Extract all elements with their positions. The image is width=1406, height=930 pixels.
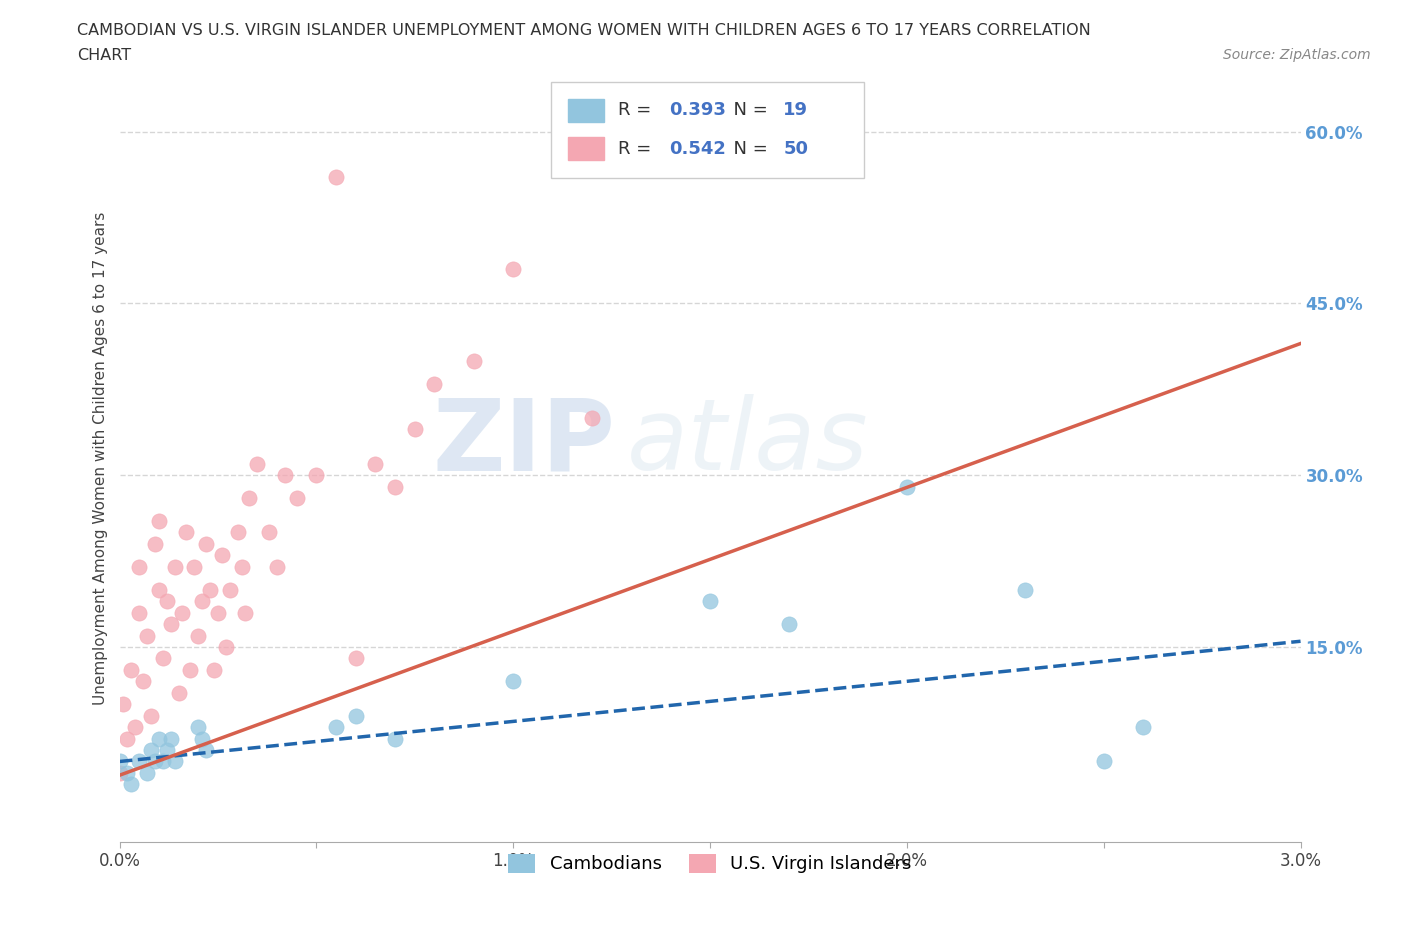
Text: N =: N = [721, 101, 773, 119]
Point [128, 605, 150, 620]
Point [207, 605, 229, 620]
Point [404, 422, 426, 437]
Point [502, 261, 524, 276]
Point [128, 754, 150, 769]
Point [195, 537, 218, 551]
Text: Source: ZipAtlas.com: Source: ZipAtlas.com [1223, 48, 1371, 62]
Point [257, 525, 280, 540]
Point [285, 491, 308, 506]
Point [108, 765, 131, 780]
Point [231, 559, 253, 574]
Point [305, 468, 328, 483]
Point [120, 777, 142, 791]
Point [218, 582, 240, 597]
Text: ZIP: ZIP [433, 394, 616, 491]
Point [183, 559, 205, 574]
Point [325, 170, 347, 185]
Point [226, 525, 249, 540]
Point [128, 559, 150, 574]
Point [148, 582, 170, 597]
Point [191, 731, 214, 746]
Point [167, 685, 190, 700]
Point [246, 457, 269, 472]
Point [778, 617, 800, 631]
Point [143, 537, 166, 551]
Point [136, 765, 159, 780]
Point [266, 559, 288, 574]
Point [344, 709, 367, 724]
Point [896, 479, 918, 494]
Point [202, 662, 225, 677]
Point [108, 754, 131, 769]
Text: 50: 50 [783, 140, 808, 158]
Point [187, 720, 209, 735]
Point [325, 720, 347, 735]
Point [139, 709, 162, 724]
Text: 19: 19 [783, 101, 808, 119]
Point [163, 559, 186, 574]
Point [148, 513, 170, 528]
FancyBboxPatch shape [551, 82, 863, 178]
Point [198, 582, 221, 597]
Point [172, 605, 194, 620]
Point [117, 765, 139, 780]
Text: R =: R = [617, 101, 657, 119]
Text: atlas: atlas [627, 394, 869, 491]
Point [112, 697, 135, 711]
Point [195, 742, 218, 757]
Point [159, 731, 181, 746]
Point [211, 548, 233, 563]
Point [176, 525, 198, 540]
Point [235, 605, 257, 620]
Point [1092, 754, 1115, 769]
Text: CAMBODIAN VS U.S. VIRGIN ISLANDER UNEMPLOYMENT AMONG WOMEN WITH CHILDREN AGES 6 : CAMBODIAN VS U.S. VIRGIN ISLANDER UNEMPL… [77, 23, 1091, 38]
Point [120, 662, 142, 677]
Point [139, 742, 162, 757]
Point [132, 674, 155, 689]
Point [187, 628, 209, 643]
Point [136, 628, 159, 643]
Point [344, 651, 367, 666]
Text: 0.393: 0.393 [669, 101, 725, 119]
Point [463, 353, 485, 368]
Point [364, 457, 387, 472]
Point [1132, 720, 1154, 735]
Point [163, 754, 186, 769]
Point [152, 651, 174, 666]
Point [238, 491, 260, 506]
Point [156, 742, 179, 757]
Point [191, 593, 214, 608]
Text: CHART: CHART [77, 48, 131, 63]
Point [502, 674, 524, 689]
Point [384, 731, 406, 746]
Point [274, 468, 297, 483]
Legend: Cambodians, U.S. Virgin Islanders: Cambodians, U.S. Virgin Islanders [499, 845, 921, 883]
Point [423, 376, 446, 391]
Point [179, 662, 201, 677]
Point [117, 731, 139, 746]
Point [581, 410, 603, 425]
Bar [568, 99, 603, 122]
Bar [568, 138, 603, 160]
Point [1014, 582, 1036, 597]
Point [215, 640, 238, 655]
Point [159, 617, 181, 631]
Text: N =: N = [721, 140, 773, 158]
Point [384, 479, 406, 494]
Point [156, 593, 179, 608]
Text: 0.542: 0.542 [669, 140, 725, 158]
Point [148, 731, 170, 746]
Text: R =: R = [617, 140, 657, 158]
Point [143, 754, 166, 769]
Point [152, 754, 174, 769]
Y-axis label: Unemployment Among Women with Children Ages 6 to 17 years: Unemployment Among Women with Children A… [93, 211, 108, 705]
Point [124, 720, 146, 735]
Point [699, 593, 721, 608]
